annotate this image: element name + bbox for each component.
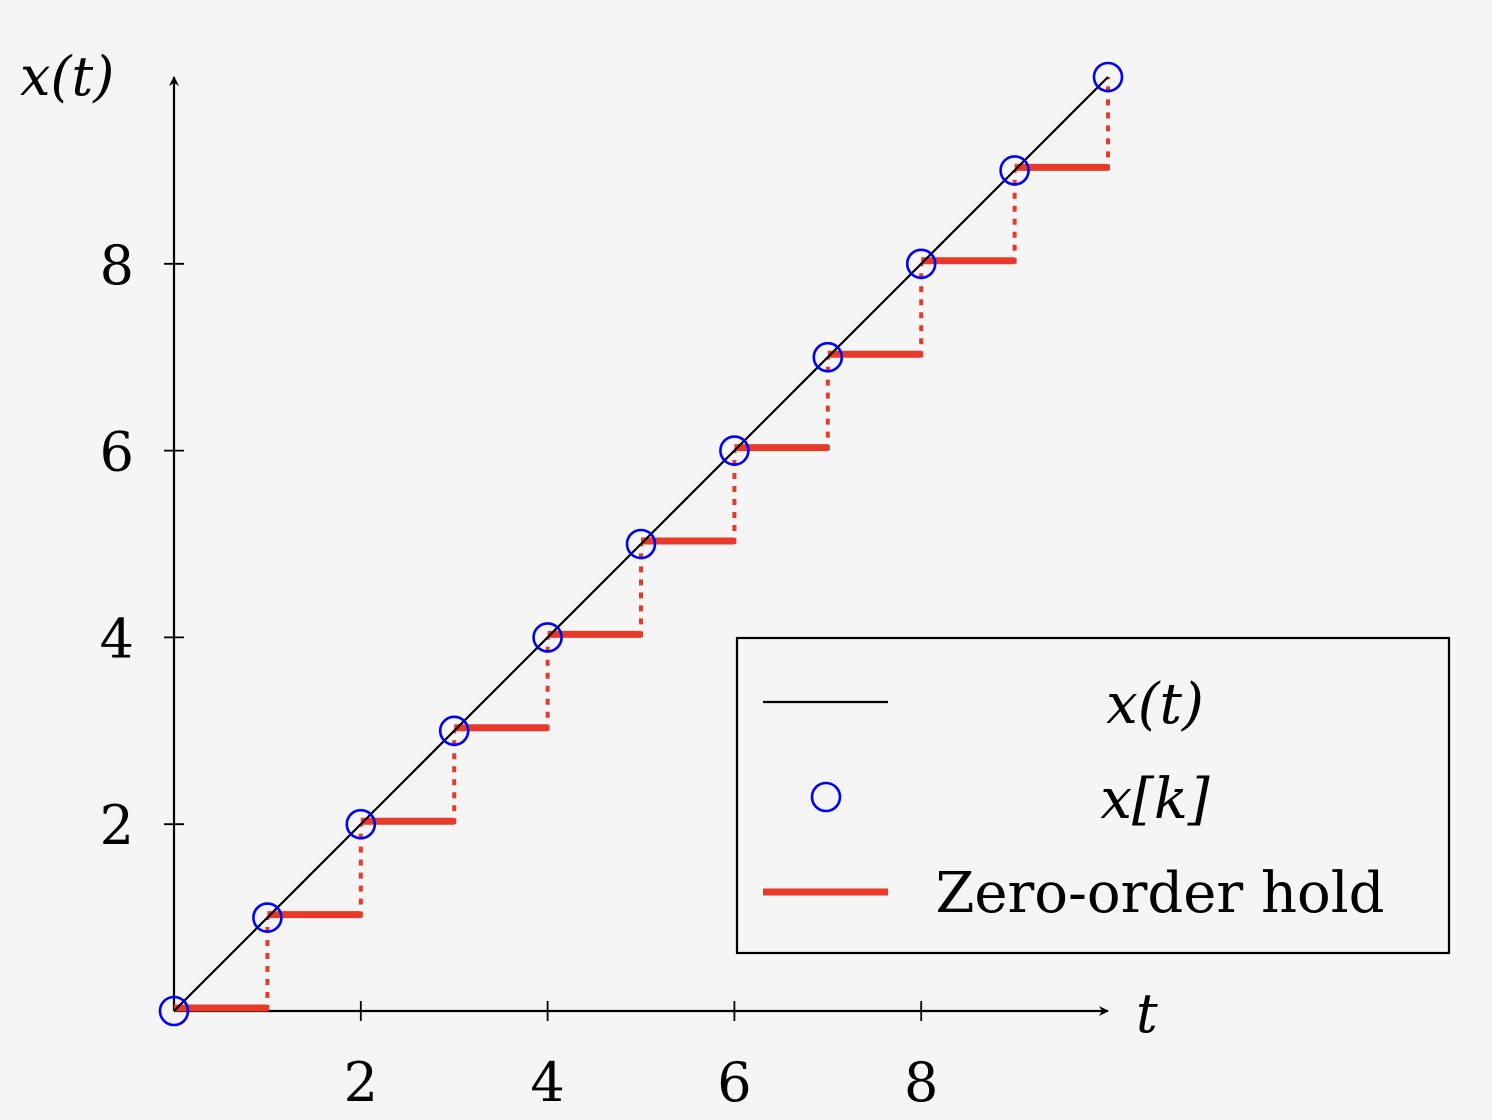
sample-point <box>1092 61 1124 93</box>
y-tick-label: 4 <box>100 607 134 670</box>
sample-point <box>252 902 283 933</box>
sample-point <box>625 528 657 560</box>
continuous-signal-line <box>173 76 1109 1012</box>
y-tick-label: 2 <box>100 794 134 857</box>
legend-label-zoh: Zero-order hold <box>935 861 1384 926</box>
legend-label-continuous: x(t) <box>1106 672 1204 737</box>
sample-point <box>532 622 563 653</box>
ticks-group: 2 4 6 8 2 4 6 8 <box>100 234 939 1114</box>
y-tick-label: 8 <box>100 234 134 297</box>
y-tick-label: 6 <box>100 421 134 484</box>
y-axis-label: x(t) <box>20 45 114 108</box>
sample-point <box>999 155 1030 186</box>
sample-point <box>812 341 844 373</box>
legend-box <box>735 636 1451 955</box>
sample-point <box>345 808 377 840</box>
x-tick-label: 4 <box>530 1051 564 1114</box>
x-tick-label: 2 <box>344 1051 378 1114</box>
plot-area <box>158 61 1124 1027</box>
sample-point <box>905 248 937 280</box>
sample-point <box>438 715 470 747</box>
x-tick-label: 6 <box>717 1051 751 1114</box>
x-axis-label: t <box>1136 982 1158 1045</box>
legend-label-samples: x[k] <box>1100 767 1209 832</box>
sample-point <box>158 995 190 1027</box>
sample-point <box>719 435 750 466</box>
legend-circle-swatch <box>810 781 842 813</box>
x-tick-label: 8 <box>904 1051 938 1114</box>
legend: x(t) x[k] Zero-order hold <box>735 636 1451 955</box>
